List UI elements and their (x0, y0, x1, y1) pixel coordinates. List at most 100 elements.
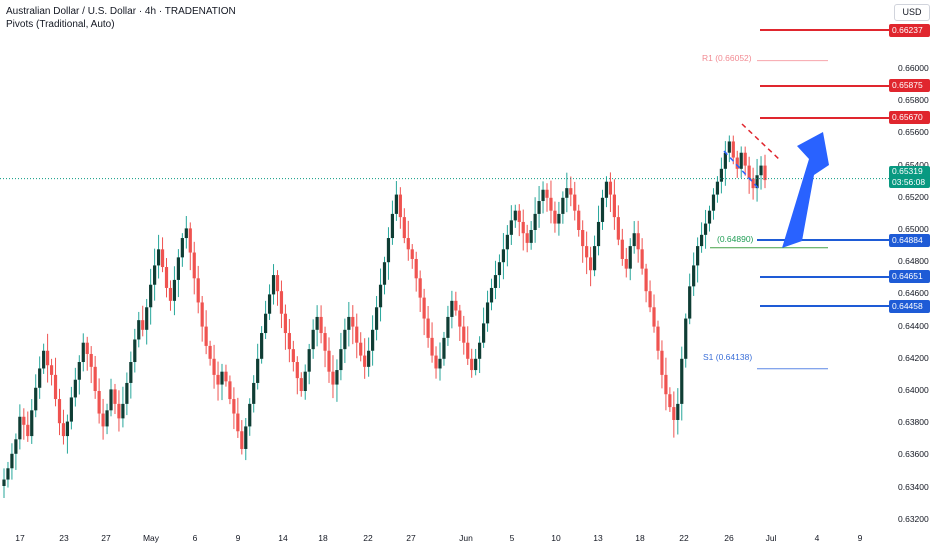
price-tick: 0.63200 (898, 513, 929, 524)
time-tick: 23 (59, 533, 69, 543)
candle-body (743, 152, 747, 166)
candle-body (418, 278, 422, 298)
candle-body (696, 246, 700, 266)
price-tick: 0.66000 (898, 63, 929, 73)
price-tick: 0.65200 (898, 191, 929, 202)
candle-body (557, 213, 561, 224)
candle-body (703, 223, 708, 235)
candle-body (589, 257, 593, 271)
candle-body (692, 265, 696, 287)
candle-body (434, 355, 438, 369)
candle-body (355, 326, 359, 343)
candle-body (184, 228, 188, 239)
candle-body (160, 249, 165, 268)
candle-body (632, 233, 636, 247)
candle-body (398, 194, 402, 218)
time-tick: 5 (509, 533, 515, 543)
time-tick: 18 (318, 533, 328, 543)
current-price-value: 0.65319 (892, 166, 923, 176)
candle-body (533, 213, 537, 230)
candle-body (755, 175, 759, 189)
candle-body (6, 468, 10, 480)
resistance-label-1: 0.66237 (889, 24, 930, 37)
candle-body (153, 265, 157, 285)
candle-body (101, 413, 105, 427)
candle-body (521, 221, 525, 234)
candle-body (256, 358, 260, 383)
candle-body (652, 307, 656, 327)
candle-body (291, 349, 295, 363)
candle-body (351, 316, 355, 327)
candle-body (14, 439, 18, 454)
candle-body (668, 394, 672, 408)
candle-body (394, 194, 398, 214)
candle-body (553, 210, 557, 224)
candle-body (279, 291, 284, 314)
candle-body (69, 397, 73, 422)
candle-body (22, 416, 26, 425)
candle-body (517, 210, 521, 222)
candle-body (402, 217, 406, 239)
candle-body (164, 267, 169, 288)
candle-body (303, 371, 307, 391)
time-tick: 18 (635, 533, 645, 543)
candle-body (38, 368, 42, 388)
candle-body (93, 366, 97, 391)
candle-body (497, 262, 502, 276)
candle-body (89, 353, 93, 367)
candle-body (2, 479, 6, 486)
candle-body (751, 178, 755, 189)
candle-body (224, 371, 228, 382)
candle-body (462, 326, 466, 343)
candle-body (26, 424, 30, 437)
candle-body (422, 297, 426, 319)
price-tick: 0.65000 (898, 224, 929, 234)
candle-body (763, 165, 767, 181)
currency-button[interactable]: USD (894, 4, 930, 21)
candle-body (117, 403, 121, 419)
candle-body (592, 246, 597, 271)
resistance-label-3: 0.65670 (889, 111, 930, 124)
candle-body (57, 399, 62, 424)
pivot-p-label: (0.64890) (717, 234, 754, 244)
candle-body (204, 326, 208, 346)
candle-body (371, 329, 375, 351)
candle-body (672, 407, 676, 420)
candle-body (699, 234, 704, 247)
candle-body (335, 370, 339, 385)
candle-body (573, 194, 577, 211)
candle-body (85, 342, 89, 354)
candle-body (414, 258, 418, 279)
candle-body (596, 221, 601, 247)
candle-body (374, 307, 379, 330)
candle-body (267, 294, 272, 314)
candle-body (585, 246, 589, 258)
candle-body (65, 421, 70, 437)
candle-body (711, 194, 716, 211)
candle-body (363, 355, 367, 367)
candle-body (319, 316, 323, 334)
candle-body (565, 188, 569, 198)
candle-body (260, 333, 264, 359)
candle-body (446, 316, 450, 338)
candle-body (283, 313, 288, 334)
candle-body (739, 152, 743, 169)
candle-body (604, 181, 609, 198)
candle-body (212, 358, 216, 375)
candle-body (145, 307, 149, 330)
candle-body (141, 320, 145, 330)
candle-body (275, 275, 280, 292)
time-tick: 22 (679, 533, 689, 543)
candle-body (339, 349, 343, 371)
candle-body (656, 326, 660, 351)
indicator-label[interactable]: Pivots (Traditional, Auto) (6, 19, 115, 30)
candle-body (34, 387, 38, 411)
price-tick: 0.63400 (898, 481, 929, 492)
pivot-s1-label: S1 (0.64138) (703, 352, 753, 362)
resistance-label-2: 0.65875 (889, 79, 930, 92)
candle-body (81, 342, 85, 363)
time-tick: 22 (363, 533, 373, 543)
candle-body (208, 345, 212, 359)
candle-body (470, 358, 474, 371)
